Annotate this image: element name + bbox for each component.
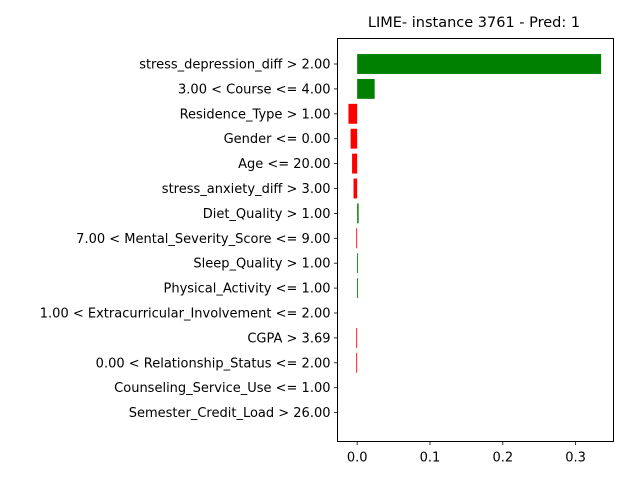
chart-title: LIME- instance 3761 - Pred: 1 (368, 15, 580, 31)
bar-6 (357, 203, 359, 224)
y-tick-label-12: 0.00 < Relationship_Status <= 2.00 (96, 356, 331, 371)
y-tick-label-8: Sleep_Quality > 1.00 (193, 257, 330, 272)
y-tick-label-6: Diet_Quality > 1.00 (203, 207, 331, 222)
y-tick-label-0: stress_depression_diff > 2.00 (139, 58, 330, 73)
bar-7 (356, 228, 358, 249)
y-tick-label-3: Gender <= 0.00 (224, 132, 331, 147)
bar-4 (352, 153, 358, 174)
plot-frame (337, 38, 614, 442)
x-tick-label-0: 0.0 (347, 451, 368, 466)
bar-0 (357, 54, 602, 74)
y-tick-label-9: Physical_Activity <= 1.00 (164, 282, 331, 297)
bars-group (348, 54, 602, 373)
bar-5 (353, 178, 358, 199)
y-tick-label-1: 3.00 < Course <= 4.00 (178, 82, 330, 97)
bar-11 (356, 327, 358, 348)
bar-1 (357, 78, 375, 99)
y-tick-label-13: Counseling_Service_Use <= 1.00 (114, 381, 330, 396)
x-tick-label-3: 0.3 (565, 451, 586, 466)
bar-12 (356, 352, 358, 373)
x-tick-label-1: 0.1 (420, 451, 441, 466)
y-tick-label-10: 1.00 < Extracurricular_Involvement <= 2.… (40, 307, 331, 322)
bar-8 (357, 253, 359, 274)
y-tick-label-7: 7.00 < Mental_Severity_Score <= 9.00 (76, 232, 330, 247)
x-tick-label-2: 0.2 (492, 451, 513, 466)
y-tick-label-11: CGPA > 3.69 (247, 331, 330, 346)
x-axis: 0.0 0.1 0.2 0.3 (347, 441, 586, 466)
y-tick-label-4: Age <= 20.00 (238, 157, 330, 172)
y-tick-label-14: Semester_Credit_Load > 26.00 (129, 406, 331, 421)
y-tick-labels: stress_depression_diff > 2.00 3.00 < Cour… (40, 58, 338, 421)
y-tick-label-5: stress_anxiety_diff > 3.00 (162, 182, 331, 197)
y-tick-label-2: Residence_Type > 1.00 (180, 107, 331, 122)
bar-2 (348, 103, 358, 124)
bar-3 (350, 128, 358, 149)
bar-9 (357, 278, 359, 299)
